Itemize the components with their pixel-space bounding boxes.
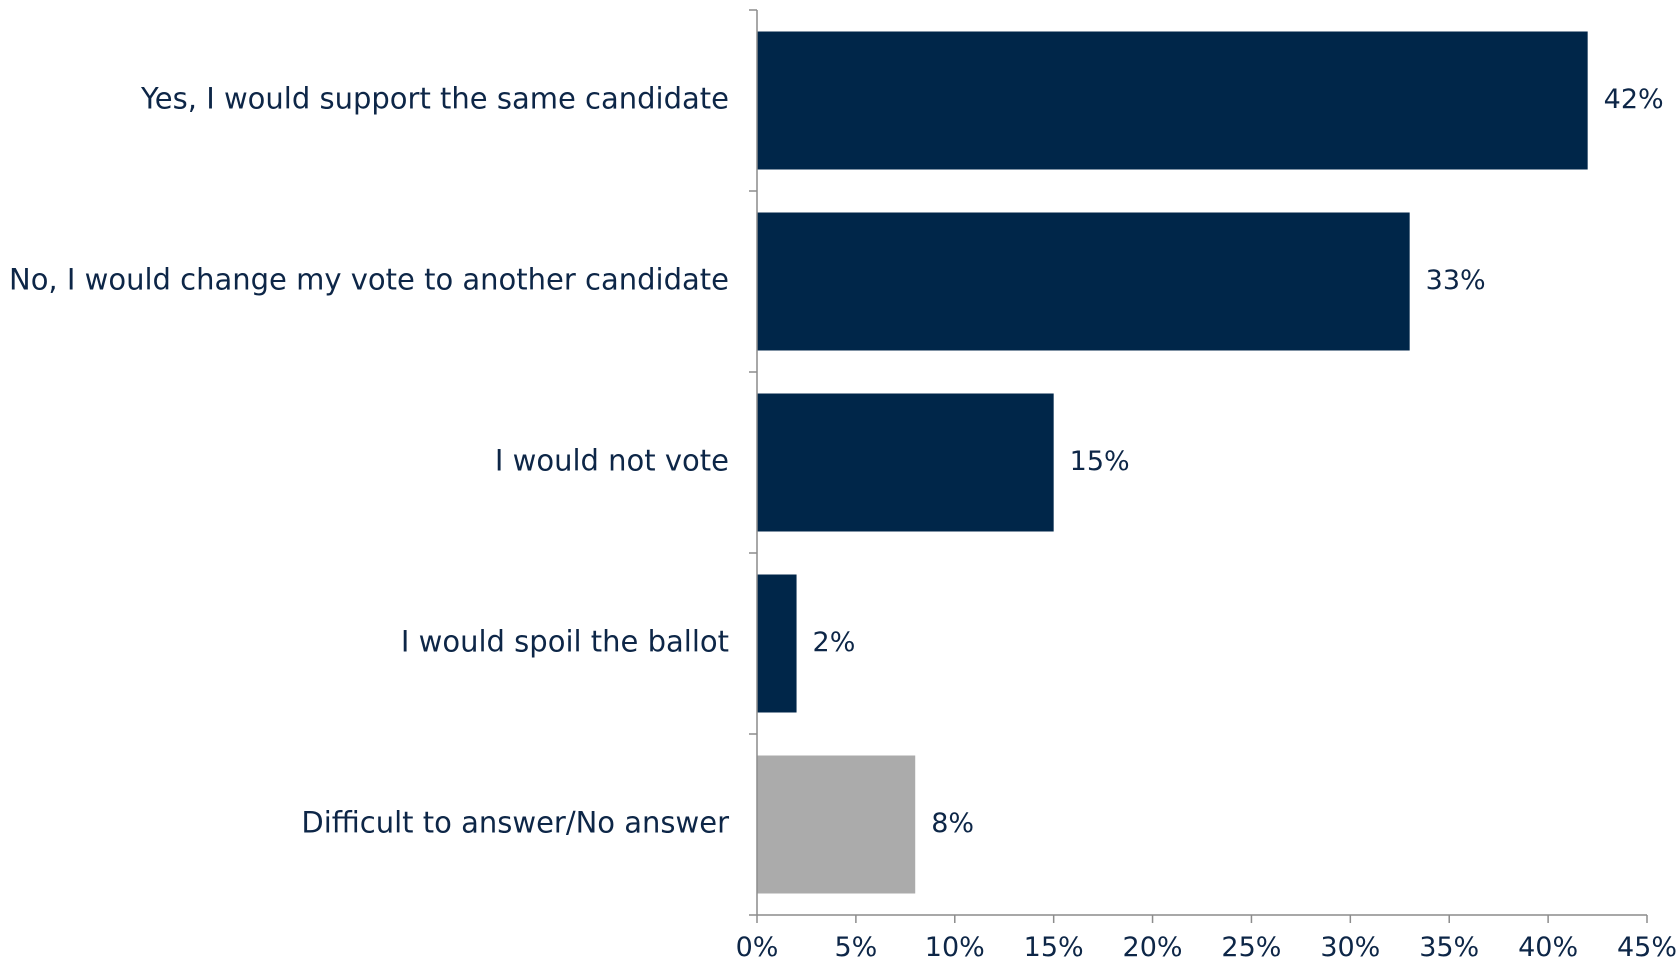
bar-4 xyxy=(757,755,916,894)
x-tick-label: 45% xyxy=(1617,932,1677,963)
category-label: No, I would change my vote to another ca… xyxy=(9,263,729,297)
bar-0 xyxy=(757,31,1588,170)
value-label: 8% xyxy=(931,808,974,839)
x-tick-label: 10% xyxy=(925,932,985,963)
x-tick-label: 15% xyxy=(1024,932,1084,963)
bar-1 xyxy=(757,212,1410,351)
labels-group: Yes, I would support the same candidate 4… xyxy=(9,82,1677,964)
category-label: Difficult to answer/No answer xyxy=(301,806,729,840)
x-tick-label: 40% xyxy=(1518,932,1578,963)
x-tick-label: 20% xyxy=(1123,932,1183,963)
bar-2 xyxy=(757,393,1054,532)
x-tick-label: 5% xyxy=(834,932,877,963)
value-label: 42% xyxy=(1604,84,1664,115)
x-tick-label: 25% xyxy=(1221,932,1281,963)
bars-group xyxy=(757,31,1588,894)
value-label: 15% xyxy=(1070,446,1130,477)
x-tick-label: 0% xyxy=(736,932,779,963)
axes-group xyxy=(749,9,1648,923)
category-label: I would not vote xyxy=(495,444,729,478)
value-label: 33% xyxy=(1426,265,1486,296)
x-tick-label: 30% xyxy=(1320,932,1380,963)
category-label: Yes, I would support the same candidate xyxy=(140,82,729,116)
bar-3 xyxy=(757,574,797,713)
value-label: 2% xyxy=(813,627,856,658)
category-label: I would spoil the ballot xyxy=(401,625,729,659)
x-tick-label: 35% xyxy=(1419,932,1479,963)
